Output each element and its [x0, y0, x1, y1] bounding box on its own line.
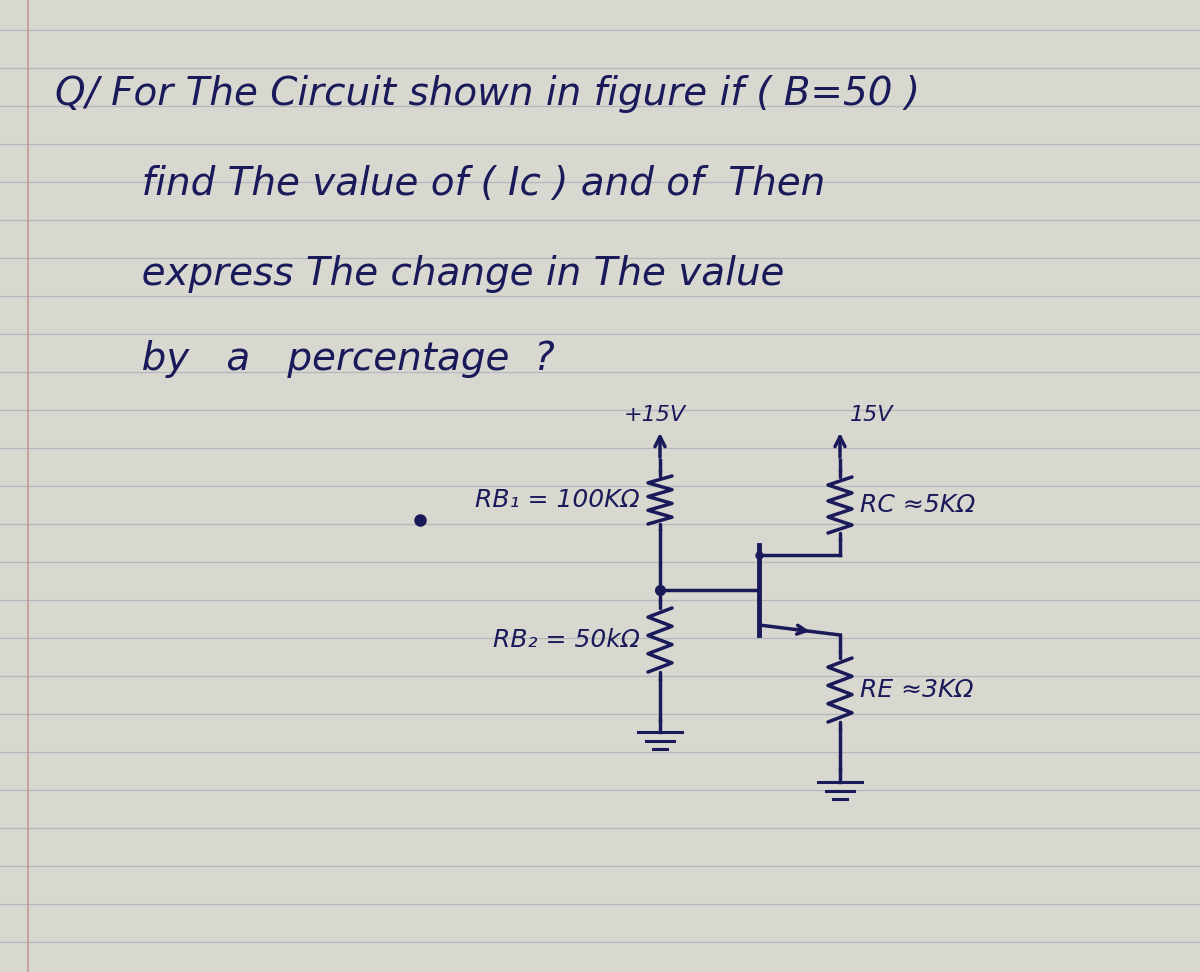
Text: Q/ For The Circuit shown in figure if ( B=50 ): Q/ For The Circuit shown in figure if ( … [55, 75, 920, 113]
Text: RC ≈5KΩ: RC ≈5KΩ [860, 493, 976, 517]
Text: by   a   percentage  ?: by a percentage ? [55, 340, 554, 378]
Text: +15V: +15V [624, 405, 686, 425]
Text: RB₁ = 100KΩ: RB₁ = 100KΩ [475, 488, 640, 512]
Text: 15V: 15V [850, 405, 894, 425]
Text: express The change in The value: express The change in The value [55, 255, 785, 293]
Text: RB₂ = 50kΩ: RB₂ = 50kΩ [493, 628, 640, 652]
Text: RE ≈3KΩ: RE ≈3KΩ [860, 678, 973, 702]
Text: find The value of ( Iᴄ ) and of  Then: find The value of ( Iᴄ ) and of Then [55, 165, 826, 203]
